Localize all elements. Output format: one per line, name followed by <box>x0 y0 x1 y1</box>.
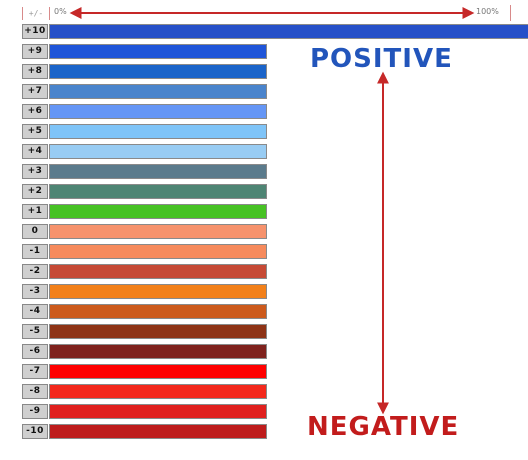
sign-column-header: +/- <box>22 7 50 20</box>
scale-row-bar <box>49 284 267 299</box>
scale-row-bar <box>49 324 267 339</box>
scale-row-label: -8 <box>22 384 48 399</box>
scale-row-bar <box>49 84 267 99</box>
max-tick <box>510 5 511 21</box>
scale-row-bar <box>49 124 267 139</box>
scale-row-bar <box>49 304 267 319</box>
scale-row-label: +7 <box>22 84 48 99</box>
scale-row-label: -3 <box>22 284 48 299</box>
scale-row-label: +2 <box>22 184 48 199</box>
scale-row-bar <box>49 164 267 179</box>
positive-label: POSITIVE <box>310 44 453 74</box>
scale-row-label: 0 <box>22 224 48 239</box>
scale-row-bar <box>49 204 267 219</box>
scale-row-label: -7 <box>22 364 48 379</box>
scale-row-bar <box>49 24 528 39</box>
scale-row-bar <box>49 224 267 239</box>
scale-row-bar <box>49 64 267 79</box>
scale-row-bar <box>49 144 267 159</box>
scale-row-label: +10 <box>22 24 48 39</box>
scale-row-label: +1 <box>22 204 48 219</box>
scale-row-label: -5 <box>22 324 48 339</box>
scale-row-label: +6 <box>22 104 48 119</box>
scale-row-label: -6 <box>22 344 48 359</box>
scale-row-label: -1 <box>22 244 48 259</box>
scale-row-label: +4 <box>22 144 48 159</box>
min-percent-label: 0% <box>54 7 67 16</box>
scale-row-label: -2 <box>22 264 48 279</box>
scale-row-label: +5 <box>22 124 48 139</box>
scale-row-bar <box>49 384 267 399</box>
scale-row-bar <box>49 184 267 199</box>
scale-row-bar <box>49 104 267 119</box>
scale-row-label: +9 <box>22 44 48 59</box>
negative-label: NEGATIVE <box>307 412 460 442</box>
scale-row-label: -4 <box>22 304 48 319</box>
scale-row-bar <box>49 244 267 259</box>
scale-row-bar <box>49 424 267 439</box>
scale-row-bar <box>49 344 267 359</box>
max-percent-label: 100% <box>476 7 499 16</box>
scale-row-bar <box>49 264 267 279</box>
scale-row-bar <box>49 364 267 379</box>
scale-row-bar <box>49 404 267 419</box>
scale-row-label: -10 <box>22 424 48 439</box>
scale-row-bar <box>49 44 267 59</box>
scale-row-label: +8 <box>22 64 48 79</box>
scale-row-label: -9 <box>22 404 48 419</box>
scale-row-label: +3 <box>22 164 48 179</box>
